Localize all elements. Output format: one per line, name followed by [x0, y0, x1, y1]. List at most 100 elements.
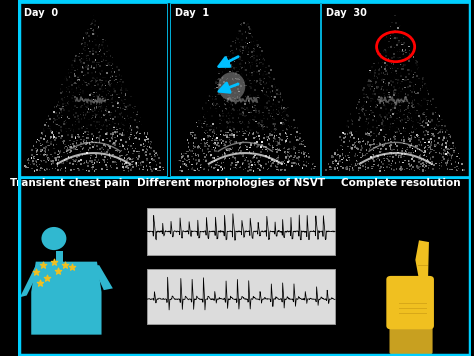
- Point: [396, 103, 403, 109]
- Point: [199, 147, 206, 153]
- Point: [57, 149, 64, 155]
- Point: [362, 164, 369, 170]
- Point: [385, 158, 393, 164]
- Point: [248, 95, 256, 100]
- Point: [216, 77, 224, 83]
- Point: [273, 132, 280, 138]
- Point: [224, 130, 232, 136]
- Point: [249, 67, 256, 73]
- Point: [287, 131, 294, 137]
- Point: [422, 159, 429, 165]
- Point: [241, 113, 249, 119]
- Point: [395, 97, 403, 103]
- Point: [57, 148, 64, 153]
- Point: [446, 132, 453, 137]
- Point: [405, 76, 412, 82]
- Point: [229, 88, 237, 94]
- Point: [237, 47, 244, 53]
- Point: [114, 129, 121, 135]
- Point: [73, 67, 81, 72]
- Point: [102, 162, 109, 168]
- Point: [74, 75, 82, 80]
- Point: [412, 90, 420, 96]
- Point: [92, 104, 100, 110]
- Point: [50, 117, 57, 122]
- Point: [251, 102, 259, 108]
- Point: [233, 46, 240, 52]
- Point: [394, 25, 402, 31]
- Point: [55, 148, 63, 154]
- Point: [415, 102, 422, 108]
- Point: [77, 90, 84, 95]
- Point: [268, 129, 275, 134]
- Point: [282, 117, 289, 122]
- Point: [77, 59, 85, 65]
- Point: [363, 94, 371, 100]
- Point: [25, 157, 33, 163]
- Point: [438, 163, 445, 169]
- Point: [95, 135, 103, 141]
- Point: [423, 128, 430, 134]
- Point: [405, 82, 412, 87]
- Point: [60, 160, 67, 166]
- Point: [113, 91, 120, 97]
- Point: [212, 94, 220, 99]
- Point: [250, 154, 258, 160]
- Point: [88, 70, 96, 76]
- Point: [271, 126, 279, 132]
- Point: [55, 134, 63, 139]
- Point: [208, 127, 215, 132]
- Point: [234, 120, 241, 125]
- Point: [126, 136, 134, 142]
- Point: [176, 168, 184, 173]
- Point: [379, 143, 387, 149]
- Point: [242, 157, 249, 162]
- Point: [68, 87, 75, 92]
- Point: [406, 51, 413, 57]
- Point: [148, 140, 155, 145]
- Point: [401, 108, 409, 113]
- Point: [204, 146, 212, 152]
- Point: [361, 99, 368, 104]
- Point: [116, 153, 124, 159]
- Point: [271, 121, 279, 127]
- Point: [144, 131, 151, 137]
- Point: [208, 164, 216, 170]
- Point: [284, 147, 292, 152]
- Point: [408, 118, 415, 124]
- Point: [195, 143, 202, 149]
- Point: [89, 114, 96, 120]
- Point: [61, 76, 68, 82]
- Point: [71, 56, 79, 62]
- Point: [443, 142, 450, 148]
- Point: [192, 135, 200, 141]
- Point: [371, 61, 378, 66]
- Point: [232, 44, 240, 50]
- Point: [224, 54, 232, 59]
- Point: [428, 139, 436, 145]
- Point: [230, 132, 238, 138]
- Point: [54, 163, 61, 169]
- Point: [70, 90, 77, 95]
- Point: [390, 147, 398, 153]
- Point: [109, 130, 117, 136]
- Point: [89, 48, 97, 54]
- Point: [245, 98, 252, 104]
- Point: [75, 167, 83, 173]
- Point: [432, 150, 440, 155]
- Point: [442, 140, 449, 145]
- Point: [203, 141, 210, 146]
- Point: [85, 147, 92, 153]
- Point: [239, 109, 247, 114]
- Point: [25, 156, 32, 161]
- Point: [85, 129, 92, 135]
- Text: Transient chest pain: Transient chest pain: [10, 178, 130, 188]
- Point: [418, 161, 426, 166]
- Point: [427, 127, 435, 132]
- Point: [423, 116, 430, 122]
- Point: [223, 54, 230, 60]
- Point: [255, 166, 263, 172]
- Point: [398, 117, 406, 123]
- Point: [83, 63, 91, 69]
- Point: [410, 164, 417, 170]
